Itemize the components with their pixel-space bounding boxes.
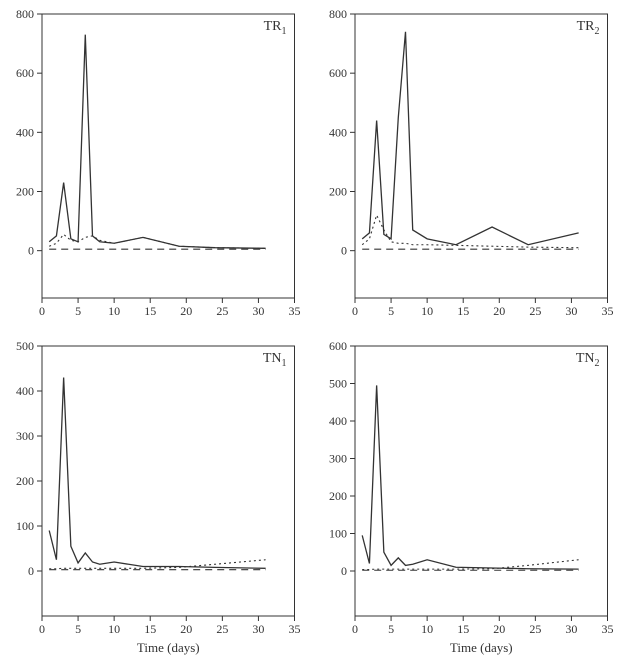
- svg-text:0: 0: [39, 622, 45, 636]
- svg-text:TN2: TN2: [575, 351, 599, 369]
- svg-text:500: 500: [329, 377, 347, 391]
- svg-text:20: 20: [493, 622, 505, 636]
- svg-text:0: 0: [341, 564, 347, 578]
- svg-text:30: 30: [252, 304, 264, 318]
- svg-text:TR1: TR1: [264, 19, 287, 37]
- svg-text:0: 0: [28, 564, 34, 578]
- svg-text:35: 35: [289, 304, 301, 318]
- svg-text:0: 0: [341, 244, 347, 258]
- panel-tr1: 0 5 10 15 20 25 30 35 0 200 400 600 800 TR1: [0, 0, 313, 332]
- svg-text:800: 800: [16, 7, 34, 21]
- chart-grid: 051015202530350200400600800TR1 051015202…: [0, 0, 625, 664]
- svg-text:25: 25: [216, 304, 228, 318]
- svg-text:25: 25: [216, 622, 228, 636]
- svg-text:800: 800: [329, 7, 347, 21]
- chart-tn2: 0 5 10 15 20 25 30 35 0 100 200 300 400 500 600 TN2 Time…: [313, 332, 625, 664]
- svg-text:30: 30: [252, 622, 264, 636]
- svg-text:20: 20: [180, 622, 192, 636]
- svg-text:35: 35: [601, 304, 613, 318]
- svg-text:25: 25: [529, 304, 541, 318]
- svg-text:35: 35: [601, 622, 613, 636]
- svg-text:TR2: TR2: [576, 19, 599, 37]
- chart-tr2: 0 5 10 15 20 25 30 35 0 200 400 600 800 TR2: [313, 0, 625, 332]
- svg-text:5: 5: [75, 622, 81, 636]
- svg-text:10: 10: [421, 622, 433, 636]
- svg-text:20: 20: [180, 304, 192, 318]
- svg-text:200: 200: [16, 474, 34, 488]
- svg-text:0: 0: [352, 622, 358, 636]
- svg-text:100: 100: [16, 519, 34, 533]
- svg-text:400: 400: [16, 384, 34, 398]
- svg-text:35: 35: [289, 622, 301, 636]
- svg-text:10: 10: [108, 304, 120, 318]
- svg-text:400: 400: [329, 125, 347, 139]
- svg-text:100: 100: [329, 527, 347, 541]
- svg-text:0: 0: [352, 304, 358, 318]
- svg-text:10: 10: [108, 622, 120, 636]
- svg-text:200: 200: [329, 489, 347, 503]
- svg-text:0: 0: [28, 244, 34, 258]
- panel-tr2: 0 5 10 15 20 25 30 35 0 200 400 600 800 TR2: [313, 0, 625, 332]
- svg-text:600: 600: [329, 339, 347, 353]
- svg-text:5: 5: [388, 622, 394, 636]
- chart-tn1: 0 5 10 15 20 25 30 35 0 100 200 300 400 500 TN1 Time (d…: [0, 332, 313, 664]
- panel-tn2: 0 5 10 15 20 25 30 35 0 100 200 300 400 500 600 TN2 Time…: [313, 332, 625, 664]
- svg-text:5: 5: [75, 304, 81, 318]
- svg-text:30: 30: [565, 622, 577, 636]
- svg-text:Time (days): Time (days): [449, 640, 512, 655]
- svg-text:0: 0: [39, 304, 45, 318]
- svg-text:Time (days): Time (days): [137, 640, 200, 655]
- svg-text:15: 15: [457, 622, 469, 636]
- svg-text:20: 20: [493, 304, 505, 318]
- svg-text:600: 600: [16, 66, 34, 80]
- svg-text:600: 600: [329, 66, 347, 80]
- svg-text:TN1: TN1: [263, 351, 287, 369]
- svg-text:400: 400: [16, 125, 34, 139]
- svg-text:300: 300: [16, 429, 34, 443]
- svg-text:500: 500: [16, 339, 34, 353]
- panel-tn1: 0 5 10 15 20 25 30 35 0 100 200 300 400 500 TN1 Time (d…: [0, 332, 313, 664]
- svg-text:30: 30: [565, 304, 577, 318]
- svg-text:15: 15: [144, 622, 156, 636]
- svg-text:25: 25: [529, 622, 541, 636]
- svg-text:300: 300: [329, 452, 347, 466]
- chart-tr1: 0 5 10 15 20 25 30 35 0 200 400 600 800 TR1: [0, 0, 313, 332]
- svg-text:400: 400: [329, 414, 347, 428]
- svg-text:10: 10: [421, 304, 433, 318]
- svg-text:5: 5: [388, 304, 394, 318]
- svg-text:15: 15: [457, 304, 469, 318]
- svg-text:200: 200: [16, 185, 34, 199]
- svg-text:15: 15: [144, 304, 156, 318]
- svg-text:200: 200: [329, 185, 347, 199]
